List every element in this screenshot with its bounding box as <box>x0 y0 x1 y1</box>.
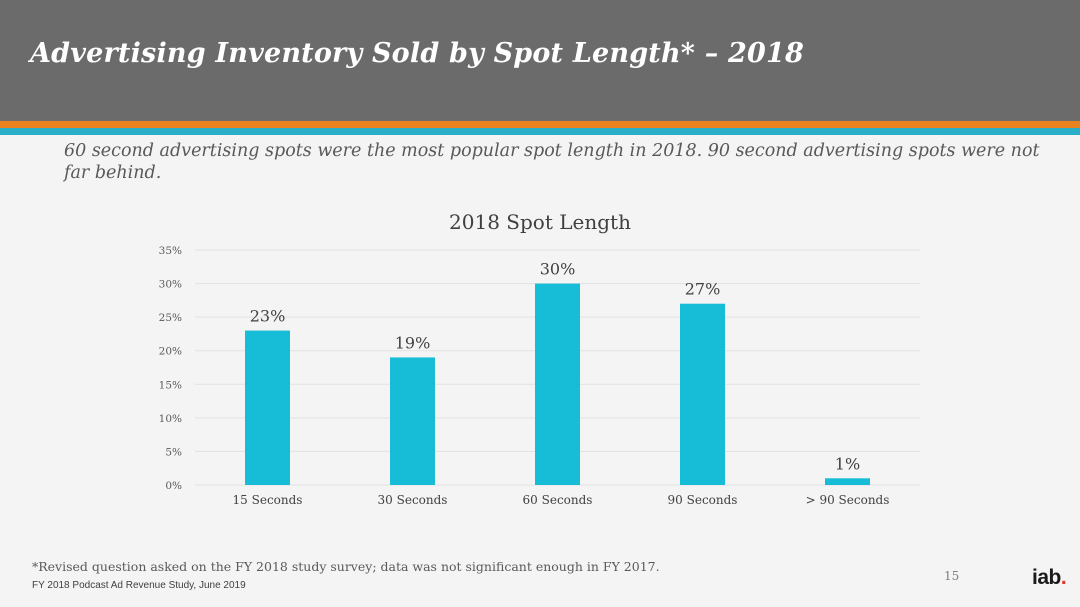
data-label: 30% <box>540 260 576 279</box>
y-tick-label: 25% <box>159 312 182 324</box>
x-axis-categories: 15 Seconds 30 Seconds 60 Seconds 90 Seconds… <box>233 493 890 507</box>
bar <box>245 330 290 485</box>
accent-stripe-teal <box>0 128 1080 135</box>
chart-title: 2018 Spot Length <box>449 210 631 234</box>
data-label: 19% <box>395 333 431 352</box>
logo-dot: . <box>1060 566 1067 589</box>
slide-title: Advertising Inventory Sold by Spot Lengt… <box>30 38 804 69</box>
bar <box>390 357 435 485</box>
y-axis-ticks: 0% 5% 10% 15% 20% 25% 30% 35% <box>159 245 182 492</box>
bar <box>535 283 580 485</box>
page-number: 15 <box>944 569 960 583</box>
y-tick-label: 30% <box>159 279 182 291</box>
y-tick-label: 15% <box>159 379 182 391</box>
data-label: 23% <box>250 307 286 326</box>
bar <box>680 303 725 485</box>
footnote: *Revised question asked on the FY 2018 s… <box>32 559 660 574</box>
y-tick-label: 10% <box>159 413 182 425</box>
y-tick-label: 20% <box>159 346 182 358</box>
accent-stripe-orange <box>0 121 1080 128</box>
slide-subtitle: 60 second advertising spots were the mos… <box>64 141 1040 183</box>
chart-data-labels: 23% 19% 30% 27% 1% <box>250 260 860 474</box>
y-tick-label: 5% <box>165 446 182 458</box>
category-label: 90 Seconds <box>668 493 738 507</box>
data-label: 27% <box>685 280 721 299</box>
chart-bars <box>245 283 870 485</box>
category-label: 30 Seconds <box>378 493 448 507</box>
y-tick-label: 35% <box>159 245 182 257</box>
data-label: 1% <box>835 454 860 473</box>
iab-logo: iab. <box>1032 566 1067 590</box>
category-label: 60 Seconds <box>523 493 593 507</box>
bar <box>825 478 870 485</box>
source-note: FY 2018 Podcast Ad Revenue Study, June 2… <box>32 580 246 591</box>
category-label: > 90 Seconds <box>806 493 890 507</box>
logo-text: iab <box>1032 566 1061 589</box>
y-tick-label: 0% <box>165 480 182 492</box>
category-label: 15 Seconds <box>233 493 303 507</box>
header-bar: Advertising Inventory Sold by Spot Lengt… <box>0 0 1080 121</box>
